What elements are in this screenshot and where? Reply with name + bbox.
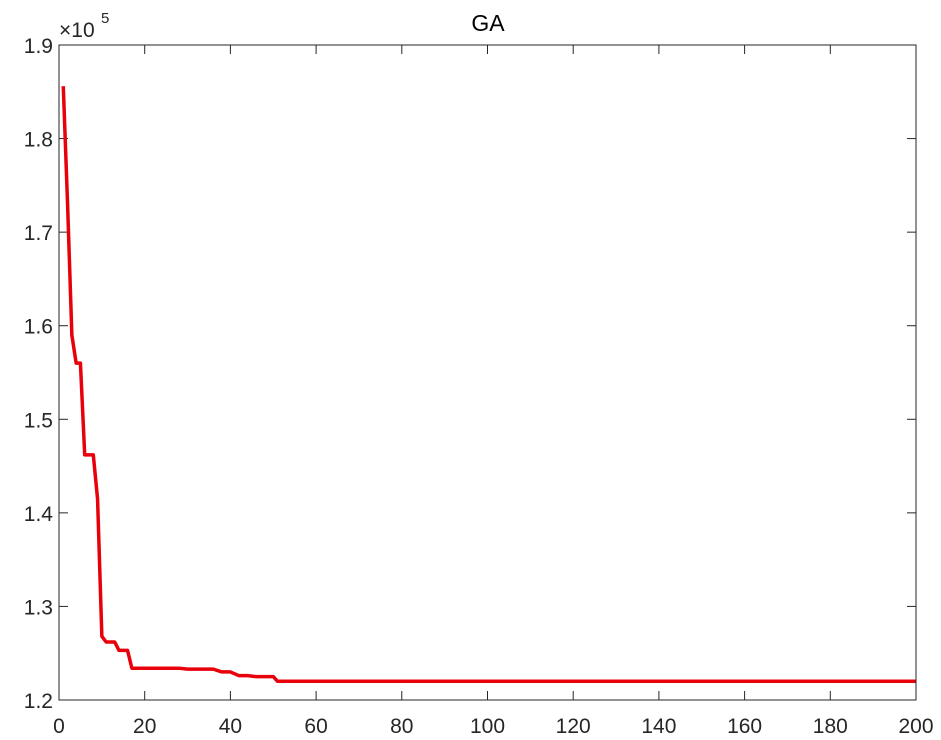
tick-labels: 0 20 40 60 80 100 120 140 160 180 200 1.2 1.3 1.4 1.5 1… — [24, 35, 934, 738]
y-tick-label: 1.3 — [24, 596, 53, 619]
x-tick-label: 120 — [556, 715, 591, 738]
y-tick-label: 1.8 — [24, 129, 53, 152]
data-lines — [61, 86, 916, 684]
y-tick-label: 1.5 — [24, 409, 53, 432]
x-tick-label: 20 — [133, 715, 156, 738]
y-axis-exponent-base: ×10 — [59, 19, 95, 42]
x-tick-label: 160 — [727, 715, 762, 738]
series-line-1 — [61, 86, 916, 684]
plot-background — [59, 45, 916, 700]
y-tick-label: 1.2 — [24, 690, 53, 713]
y-tick-label: 1.6 — [24, 316, 53, 339]
y-tick-label: 1.4 — [24, 503, 54, 526]
x-tick-label: 60 — [304, 715, 327, 738]
x-tick-label: 140 — [641, 715, 676, 738]
x-tick-label: 100 — [470, 715, 505, 738]
x-tick-label: 200 — [898, 715, 933, 738]
chart-title: GA — [471, 10, 505, 36]
y-axis-exponent-power: 5 — [101, 10, 109, 27]
plot-frame — [58, 44, 917, 701]
y-tick-label: 1.9 — [24, 35, 53, 58]
x-tick-label: 0 — [53, 715, 65, 738]
y-axis-exponent: ×10 5 — [59, 10, 109, 42]
x-tick-label: 40 — [219, 715, 242, 738]
x-tick-label: 80 — [390, 715, 413, 738]
y-tick-label: 1.7 — [24, 222, 53, 245]
x-tick-label: 180 — [813, 715, 848, 738]
